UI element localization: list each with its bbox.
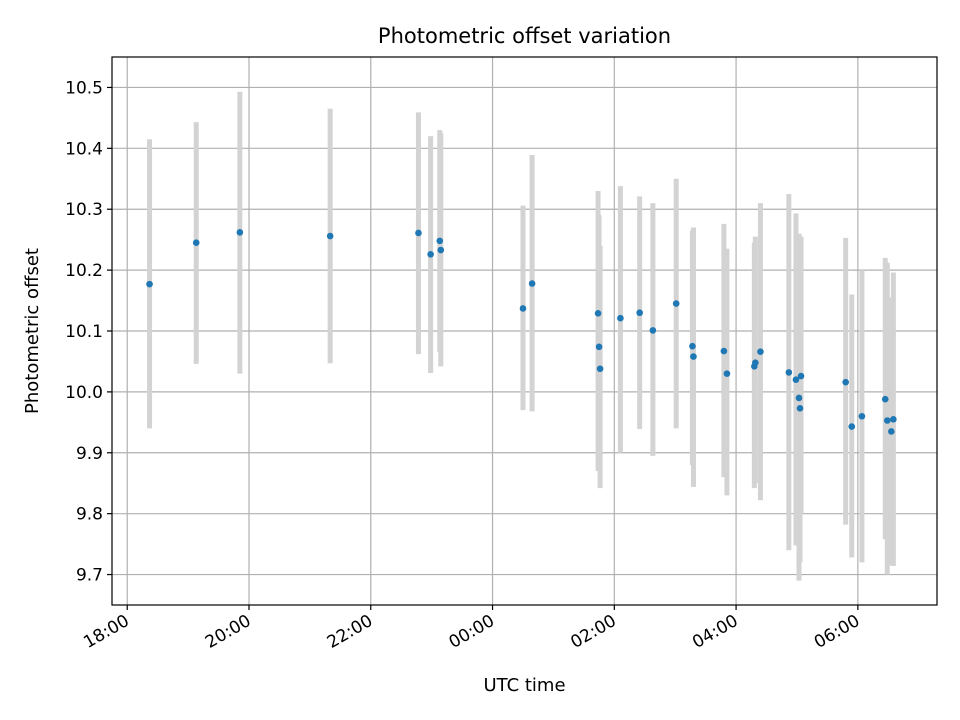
data-point <box>785 369 793 376</box>
data-point <box>519 305 527 312</box>
data-point <box>881 395 889 403</box>
data-point <box>848 423 856 430</box>
data-point <box>427 250 434 258</box>
data-point <box>720 347 728 355</box>
data-point <box>795 394 803 402</box>
data-point <box>436 237 444 245</box>
y-tick-label: 9.7 <box>76 566 103 586</box>
data-point <box>649 327 657 334</box>
y-tick-label: 10.5 <box>65 78 103 98</box>
data-point <box>595 343 603 351</box>
chart-title: Photometric offset variation <box>378 24 671 48</box>
x-axis-label: UTC time <box>483 675 565 696</box>
y-tick-label: 10.0 <box>65 383 103 403</box>
y-axis-label: Photometric offset <box>22 248 43 414</box>
data-point <box>757 348 764 356</box>
data-point <box>326 232 334 240</box>
data-point <box>594 310 602 317</box>
y-tick-label: 9.8 <box>76 505 103 525</box>
data-point <box>883 417 891 424</box>
data-point <box>797 372 805 380</box>
data-point <box>689 342 696 350</box>
data-point <box>723 370 731 377</box>
y-axis-ticks: 9.7 9.8 9.9 10.0 10.1 10.2 10.3 10.4 10.5 <box>65 78 112 586</box>
data-point <box>236 229 244 236</box>
data-point <box>752 359 759 366</box>
data-point <box>672 300 680 307</box>
data-point <box>690 353 697 360</box>
data-points <box>146 229 897 435</box>
data-point <box>415 229 422 237</box>
y-tick-label: 10.2 <box>65 261 103 281</box>
data-point <box>146 280 153 288</box>
data-point <box>890 415 897 423</box>
data-point <box>796 405 804 412</box>
data-point <box>617 314 624 322</box>
data-point <box>192 239 200 247</box>
data-point <box>636 309 643 317</box>
data-point <box>437 246 445 254</box>
y-tick-label: 10.4 <box>65 139 103 159</box>
data-point <box>858 412 866 420</box>
data-point <box>528 280 536 287</box>
y-tick-label: 10.1 <box>65 322 103 342</box>
data-point <box>792 376 800 384</box>
data-point <box>596 365 604 373</box>
y-tick-label: 9.9 <box>76 444 103 464</box>
y-tick-label: 10.3 <box>65 200 103 220</box>
data-point <box>888 428 895 435</box>
data-point <box>842 378 849 386</box>
